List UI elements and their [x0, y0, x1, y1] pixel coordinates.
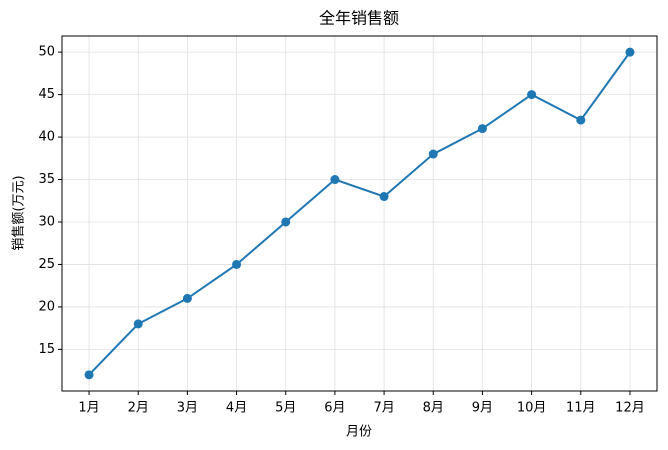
plot-frame	[61, 35, 658, 392]
marker	[84, 370, 94, 380]
y-tick-label: 15	[38, 342, 55, 357]
x-tick-label: 5月	[275, 401, 296, 416]
y-tick-label: 25	[38, 257, 55, 272]
x-tick-label: 8月	[423, 401, 444, 416]
y-tick-label: 50	[38, 45, 55, 60]
marker	[133, 319, 143, 329]
y-tick-label: 20	[38, 299, 55, 314]
y-tick-label: 40	[38, 130, 55, 145]
marker	[625, 47, 635, 57]
marker	[379, 192, 389, 202]
line	[88, 51, 631, 376]
x-tick-label: 7月	[373, 401, 394, 416]
marker	[576, 115, 586, 125]
marker	[232, 259, 242, 269]
y-tick-label: 35	[38, 172, 55, 187]
x-tick-label: 1月	[78, 401, 99, 416]
y-tick-label: 45	[38, 87, 55, 102]
x-axis-label: 月份	[346, 425, 372, 440]
marker	[330, 175, 340, 185]
x-tick-label: 2月	[128, 401, 149, 416]
marker	[527, 90, 537, 100]
x-tick-label: 6月	[324, 401, 345, 416]
y-axis-label: 销售额(万元)	[11, 175, 27, 250]
chart-title: 全年销售额	[319, 9, 399, 28]
marker	[182, 293, 192, 303]
x-tick-label: 11月	[566, 401, 596, 416]
marker	[281, 217, 291, 227]
x-tick-label: 10月	[517, 401, 547, 416]
x-tick-label: 3月	[177, 401, 198, 416]
x-tick-label: 4月	[226, 401, 247, 416]
x-tick-label: 12月	[615, 401, 645, 416]
marker	[477, 124, 487, 134]
marker	[428, 149, 438, 159]
y-tick-label: 30	[38, 214, 55, 229]
x-tick-label: 9月	[472, 401, 493, 416]
